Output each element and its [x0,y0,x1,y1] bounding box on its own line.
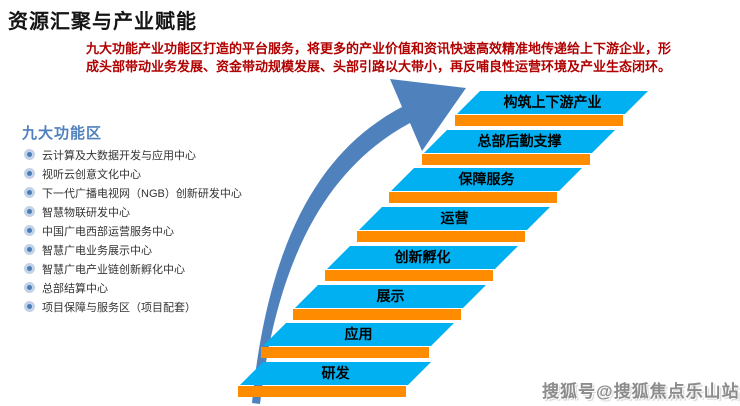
step-riser [293,309,461,320]
description-line-1: 九大功能产业功能区打造的平台服务，将更多的产业价值和资讯快速高效精准地传递给上下… [86,41,672,56]
step-riser [238,386,406,397]
stair-step: 展示 [293,285,486,320]
bullet-icon [24,244,35,255]
bullet-icon [24,263,35,274]
bullet-icon [24,168,35,179]
list-item-label: 智慧广电业务展示中心 [42,244,152,257]
list-item: 智慧物联研发中心 [24,202,244,221]
list-item-label: 智慧物联研发中心 [42,206,130,219]
description-text: 九大功能产业功能区打造的平台服务，将更多的产业价值和资讯快速高效精准地传递给上下… [86,40,734,76]
list-item-label: 云计算及大数据开发与应用中心 [42,149,196,162]
list-item: 总部结算中心 [24,278,244,297]
stair-step: 总部后勤支撑 [422,130,615,165]
growth-arrow-shape [252,79,466,404]
list-item-label: 智慧广电产业链创新孵化中心 [42,263,185,276]
page-title: 资源汇聚与产业赋能 [8,11,197,33]
list-item: 智慧广电产业链创新孵化中心 [24,259,244,278]
stair-step: 创新孵化 [325,246,518,281]
step-riser [422,154,590,165]
bullet-icon [24,187,35,198]
step-riser [261,347,429,358]
list-item-label: 视听云创意文化中心 [42,168,141,181]
step-label: 展示 [376,288,405,304]
step-label: 总部后勤支撑 [477,133,562,149]
step-label: 构筑上下游产业 [503,94,602,110]
list-item: 视听云创意文化中心 [24,164,244,183]
list-item: 项目保障与服务区（项目配套） [24,297,244,316]
step-riser [325,270,493,281]
stair-step: 构筑上下游产业 [455,91,648,126]
list-item: 下一代广播电视网（NGB）创新研发中心 [24,183,244,202]
sidebar-heading: 九大功能区 [22,125,103,142]
list-item-label: 下一代广播电视网（NGB）创新研发中心 [42,187,242,200]
bullet-icon [24,206,35,217]
list-item: 中国广电西部运营服务中心 [24,221,244,240]
step-label: 创新孵化 [394,249,451,265]
bullet-icon [24,225,35,236]
watermark: 搜狐号@搜狐焦点乐山站 [542,382,740,401]
stair-step: 保障服务 [389,168,582,203]
step-riser [357,231,525,242]
step-label: 保障服务 [458,171,515,187]
step-label: 应用 [344,326,373,342]
step-label: 研发 [321,365,350,381]
step-riser [455,115,623,126]
list-item-label: 中国广电西部运营服务中心 [42,225,174,238]
stair-step: 应用 [261,323,454,358]
step-riser [389,192,557,203]
list-item: 智慧广电业务展示中心 [24,240,244,259]
bullet-icon [24,149,35,160]
bullet-icon [24,301,35,312]
step-label: 运营 [440,210,469,226]
sidebar-list: 云计算及大数据开发与应用中心 视听云创意文化中心下一代广播电视网（NGB）创新研发… [24,145,244,316]
stair-step: 研发 [238,362,431,397]
description-line-2: 成头部带动业务发展、资金带动规模发展、头部引路以大带小，再反哺良性运营环境及产业… [86,59,672,74]
bullet-icon [24,282,35,293]
list-item-label: 项目保障与服务区（项目配套） [42,301,196,314]
list-item-label: 总部结算中心 [42,282,108,295]
list-item: 云计算及大数据开发与应用中心 [24,145,244,164]
stair-step: 运营 [357,207,550,242]
